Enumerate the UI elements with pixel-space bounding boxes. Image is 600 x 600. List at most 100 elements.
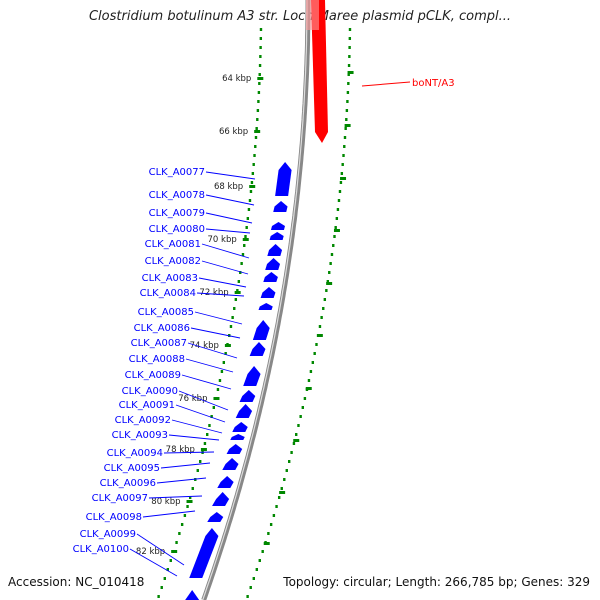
gene-label[interactable]: CLK_A0097 (92, 493, 148, 504)
kbp-tick-label: 70 kbp (208, 235, 237, 245)
kbp-tick-mark (254, 130, 261, 133)
outer-tick-mark (279, 491, 286, 494)
highlight-gene-arrow[interactable] (311, 0, 328, 143)
gene-label[interactable]: CLK_A0084 (140, 288, 196, 299)
gene-arrow[interactable] (265, 258, 281, 270)
kbp-tick-mark (257, 77, 264, 80)
gene-leader-line (178, 390, 229, 411)
gene-arrow[interactable] (226, 444, 243, 454)
outer-tick-mark (326, 282, 333, 285)
gene-arrow[interactable] (249, 342, 266, 356)
gene-arrow[interactable] (260, 287, 276, 298)
gene-leader-line (181, 374, 232, 390)
kbp-tick-label: 64 kbp (222, 74, 251, 84)
gene-leader-line (163, 451, 215, 454)
gene-arrow[interactable] (222, 458, 239, 470)
gene-arrow[interactable] (235, 404, 253, 418)
gene-label[interactable]: CLK_A0080 (149, 224, 205, 235)
gene-label[interactable]: CLK_A0086 (134, 323, 190, 334)
gene-label[interactable]: CLK_A0085 (138, 307, 194, 318)
kbp-tick-mark (213, 397, 220, 400)
feature-layer (185, 0, 328, 600)
gene-leader-line (136, 533, 185, 566)
gene-label[interactable]: CLK_A0089 (125, 370, 181, 381)
gene-arrow[interactable] (258, 303, 273, 310)
gene-label[interactable]: CLK_A0077 (149, 167, 205, 178)
gene-leader-line (185, 358, 234, 373)
outer-tick-mark (263, 542, 270, 545)
outer-tick-mark (347, 71, 354, 74)
highlight-gene-label[interactable]: boNT/A3 (412, 78, 455, 89)
gene-arrow[interactable] (185, 590, 200, 600)
gene-leader-line (205, 228, 251, 234)
gene-leader-line (201, 260, 249, 275)
gene-label[interactable]: CLK_A0095 (104, 463, 160, 474)
outer-tick-mark (316, 334, 323, 337)
outer-tick-mark (340, 177, 347, 180)
gene-label[interactable]: CLK_A0093 (112, 430, 168, 441)
gene-label[interactable]: CLK_A0100 (73, 544, 129, 555)
gene-label[interactable]: CLK_A0078 (149, 190, 205, 201)
gene-arrow[interactable] (217, 476, 234, 488)
gene-label[interactable]: CLK_A0096 (100, 478, 156, 489)
outer-tick-mark (305, 387, 312, 390)
gene-leader-line (190, 327, 241, 339)
kbp-tick-label: 80 kbp (151, 497, 180, 507)
gene-label[interactable]: CLK_A0092 (115, 415, 171, 426)
kbp-tick-mark (171, 550, 178, 553)
genome-summary: Topology: circular; Length: 266,785 bp; … (283, 575, 590, 589)
gene-leader-line (148, 495, 203, 499)
gene-arrow[interactable] (263, 272, 278, 282)
kbp-tick-label: 76 kbp (178, 394, 207, 404)
kbp-tick-label: 72 kbp (199, 288, 228, 298)
gene-leader-line (175, 404, 226, 423)
kbp-tick-mark (249, 185, 256, 188)
highlight-gene-leader (361, 81, 411, 87)
gene-label[interactable]: CLK_A0094 (107, 448, 163, 459)
gene-label[interactable]: CLK_A0082 (145, 256, 201, 267)
backbone-layer (201, 0, 311, 600)
gene-arrow[interactable] (189, 528, 219, 578)
gene-leader-line (198, 277, 247, 288)
gene-arrow[interactable] (275, 162, 292, 196)
kbp-tick-label: 66 kbp (219, 127, 248, 137)
gene-leader-line (171, 419, 223, 434)
gene-leader-line (201, 243, 250, 259)
kbp-tick-label: 82 kbp (136, 547, 165, 557)
kbp-tick-mark (200, 448, 207, 451)
gene-arrow[interactable] (270, 222, 285, 230)
gene-leader-line (142, 510, 196, 518)
outer-tick-mark (293, 439, 300, 442)
gene-arrow[interactable] (252, 320, 270, 340)
gene-leader-line (156, 477, 207, 484)
gene-label[interactable]: CLK_A0087 (131, 338, 187, 349)
kbp-tick-label: 74 kbp (190, 341, 219, 351)
gene-arrow[interactable] (269, 232, 284, 240)
gene-arrow[interactable] (273, 201, 288, 212)
kbp-tick-mark (234, 291, 241, 294)
gene-label[interactable]: CLK_A0081 (145, 239, 201, 250)
gene-arrow[interactable] (230, 434, 245, 440)
gene-arrow[interactable] (232, 422, 248, 432)
gene-label[interactable]: CLK_A0083 (142, 273, 198, 284)
gene-label[interactable]: CLK_A0099 (80, 529, 136, 540)
gene-arrow[interactable] (267, 244, 283, 256)
map-title: Clostridium botulinum A3 str. Loch Maree… (88, 9, 511, 24)
outer-tick-mark (333, 229, 340, 232)
gene-arrow[interactable] (243, 366, 261, 386)
outer-tick-mark (344, 124, 351, 127)
gene-label[interactable]: CLK_A0091 (119, 400, 175, 411)
gene-leader-line (205, 194, 255, 206)
gene-arrow[interactable] (207, 512, 224, 522)
kbp-tick-mark (186, 500, 193, 503)
gene-arrow[interactable] (239, 390, 256, 402)
gene-arrow[interactable] (212, 492, 230, 506)
gene-label[interactable]: CLK_A0090 (122, 386, 178, 397)
kbp-tick-mark (224, 344, 231, 347)
gene-label[interactable]: CLK_A0098 (86, 512, 142, 523)
kbp-tick-label: 68 kbp (214, 182, 243, 192)
gene-label[interactable]: CLK_A0088 (129, 354, 185, 365)
gene-leader-line (129, 548, 178, 577)
gene-label[interactable]: CLK_A0079 (149, 208, 205, 219)
